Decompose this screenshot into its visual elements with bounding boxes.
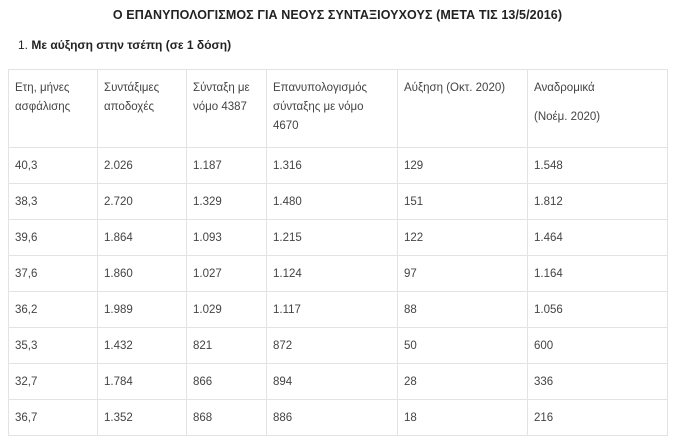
cell-increase: 28 — [397, 363, 528, 400]
header-pensionable-earnings: Συντάξιμες αποδοχές — [97, 69, 187, 148]
header-years-insurance: Ετη, μήνες ασφάλισης — [8, 69, 98, 148]
cell-increase: 88 — [397, 291, 528, 328]
cell-retroactive: 336 — [527, 363, 668, 400]
section-heading-text: Με αύξηση στην τσέπη (σε 1 δόση) — [31, 38, 232, 52]
page-title: Ο ΕΠΑΝΥΠΟΛΟΓΙΣΜΟΣ ΓΙΑ ΝΕΟΥΣ ΣΥΝΤΑΞΙΟΥΧΟΥ… — [112, 8, 563, 22]
cell-pension-4387: 1.029 — [186, 291, 267, 328]
cell-retroactive: 600 — [527, 327, 668, 364]
cell-retroactive: 1.812 — [527, 183, 668, 220]
table-row: 32,7 1.784 866 894 28 336 — [8, 363, 668, 400]
cell-years: 38,3 — [8, 183, 98, 220]
cell-pension-4670: 1.124 — [266, 255, 398, 292]
table-row: 36,7 1.352 868 886 18 216 — [8, 399, 668, 436]
cell-increase: 151 — [397, 183, 528, 220]
cell-retroactive: 1.548 — [527, 147, 668, 184]
cell-pension-4670: 1.480 — [266, 183, 398, 220]
cell-earnings: 1.860 — [97, 255, 187, 292]
cell-years: 39,6 — [8, 219, 98, 256]
cell-pension-4670: 1.215 — [266, 219, 398, 256]
cell-earnings: 1.784 — [97, 363, 187, 400]
section-number: 1. — [18, 38, 29, 52]
table-row: 36,2 1.989 1.029 1.117 88 1.056 — [8, 291, 668, 328]
cell-increase: 18 — [397, 399, 528, 436]
cell-years: 40,3 — [8, 147, 98, 184]
cell-increase: 129 — [397, 147, 528, 184]
cell-pension-4670: 1.316 — [266, 147, 398, 184]
cell-pension-4670: 1.117 — [266, 291, 398, 328]
cell-pension-4670: 894 — [266, 363, 398, 400]
cell-earnings: 1.864 — [97, 219, 187, 256]
header-retroactive-label: Αναδρομικά — [534, 82, 595, 94]
cell-pension-4387: 1.187 — [186, 147, 267, 184]
table-row: 39,6 1.864 1.093 1.215 122 1.464 — [8, 219, 668, 256]
cell-earnings: 2.026 — [97, 147, 187, 184]
table-row: 35,3 1.432 821 872 50 600 — [8, 327, 668, 364]
section-heading: 1. Με αύξηση στην τσέπη (σε 1 δόση) — [18, 38, 231, 52]
cell-retroactive: 1.464 — [527, 219, 668, 256]
cell-pension-4387: 868 — [186, 399, 267, 436]
pension-table: Ετη, μήνες ασφάλισης Συντάξιμες αποδοχές… — [8, 69, 668, 436]
cell-retroactive: 1.056 — [527, 291, 668, 328]
cell-years: 37,6 — [8, 255, 98, 292]
cell-pension-4387: 1.093 — [186, 219, 267, 256]
table-row: 40,3 2.026 1.187 1.316 129 1.548 — [8, 147, 668, 184]
cell-pension-4670: 872 — [266, 327, 398, 364]
header-retroactive: Αναδρομικά (Νοέμ. 2020) — [527, 69, 668, 148]
cell-increase: 50 — [397, 327, 528, 364]
header-recalculation-law-4670: Επανυπολογισμός σύνταξης με νόμο 4670 — [266, 69, 398, 148]
cell-increase: 122 — [397, 219, 528, 256]
cell-years: 36,7 — [8, 399, 98, 436]
cell-increase: 97 — [397, 255, 528, 292]
cell-earnings: 1.989 — [97, 291, 187, 328]
header-pension-law-4387: Σύνταξη με νόμο 4387 — [186, 69, 267, 148]
cell-retroactive: 1.164 — [527, 255, 668, 292]
cell-earnings: 1.432 — [97, 327, 187, 364]
table-row: 38,3 2.720 1.329 1.480 151 1.812 — [8, 183, 668, 220]
cell-earnings: 2.720 — [97, 183, 187, 220]
cell-pension-4670: 886 — [266, 399, 398, 436]
cell-retroactive: 216 — [527, 399, 668, 436]
cell-years: 32,7 — [8, 363, 98, 400]
table-row: 37,6 1.860 1.027 1.124 97 1.164 — [8, 255, 668, 292]
cell-pension-4387: 1.329 — [186, 183, 267, 220]
cell-years: 36,2 — [8, 291, 98, 328]
header-increase-oct-2020: Αύξηση (Οκτ. 2020) — [397, 69, 528, 148]
cell-pension-4387: 821 — [186, 327, 267, 364]
cell-earnings: 1.352 — [97, 399, 187, 436]
cell-pension-4387: 1.027 — [186, 255, 267, 292]
header-retroactive-date: (Νοέμ. 2020) — [534, 111, 601, 123]
cell-years: 35,3 — [8, 327, 98, 364]
cell-pension-4387: 866 — [186, 363, 267, 400]
table-header-row: Ετη, μήνες ασφάλισης Συντάξιμες αποδοχές… — [8, 69, 668, 148]
